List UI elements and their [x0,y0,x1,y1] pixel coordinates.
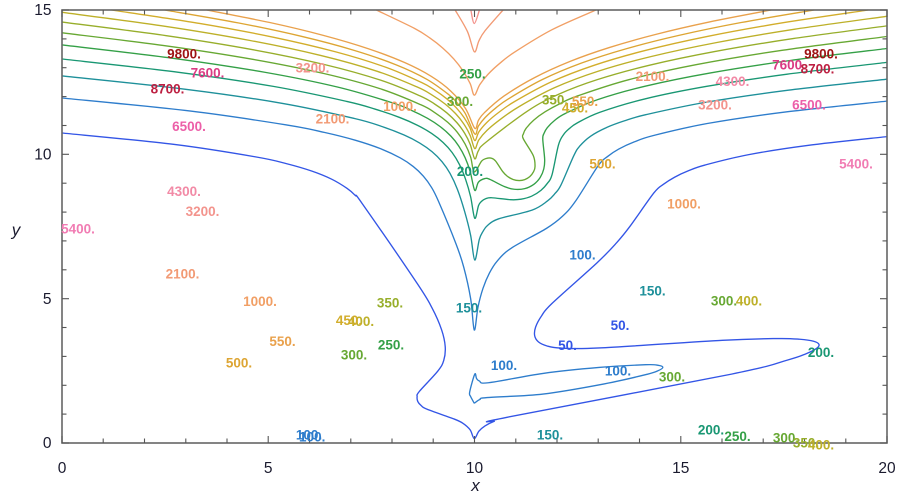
svg-text:3200.: 3200. [186,204,220,219]
svg-text:550.: 550. [269,334,295,349]
svg-text:3200.: 3200. [698,98,732,113]
svg-text:100.: 100. [299,430,325,445]
svg-text:0: 0 [43,435,52,452]
svg-text:500.: 500. [589,157,615,172]
svg-text:4300.: 4300. [167,184,201,199]
svg-text:300.: 300. [711,294,737,309]
svg-text:5: 5 [264,460,273,477]
svg-text:5400.: 5400. [839,157,873,172]
svg-text:10: 10 [466,460,484,477]
svg-text:300.: 300. [341,348,367,363]
svg-text:100.: 100. [605,364,631,379]
svg-text:50.: 50. [558,338,577,353]
svg-text:150.: 150. [456,301,482,316]
svg-text:15: 15 [34,2,51,19]
svg-text:7600.: 7600. [191,66,225,81]
svg-text:100.: 100. [491,358,517,373]
svg-text:250.: 250. [459,67,485,82]
svg-text:6500.: 6500. [172,119,206,134]
svg-text:250.: 250. [724,429,750,444]
svg-text:300.: 300. [659,370,685,385]
svg-text:15: 15 [672,460,689,477]
svg-text:500.: 500. [226,356,252,371]
svg-text:400.: 400. [736,294,762,309]
svg-text:250.: 250. [378,338,404,353]
svg-text:x: x [470,476,480,495]
svg-text:y: y [11,221,22,240]
svg-text:450.: 450. [336,313,362,328]
svg-text:150.: 150. [537,428,563,443]
svg-text:0: 0 [58,460,67,477]
svg-text:50.: 50. [611,318,630,333]
svg-text:400.: 400. [808,438,834,453]
svg-text:350.: 350. [377,296,403,311]
svg-text:8700.: 8700. [801,62,835,77]
svg-text:2100.: 2100. [166,267,200,282]
svg-text:2100.: 2100. [316,112,350,127]
svg-text:6500.: 6500. [792,98,826,113]
svg-text:150.: 150. [639,284,665,299]
svg-text:5: 5 [43,291,52,308]
svg-text:1000.: 1000. [243,294,277,309]
svg-text:9800.: 9800. [167,47,201,62]
svg-text:1000.: 1000. [383,99,417,114]
svg-text:550.: 550. [572,94,598,109]
svg-text:200.: 200. [808,345,834,360]
svg-text:200.: 200. [457,164,483,179]
svg-text:2100.: 2100. [636,69,670,84]
svg-text:8700.: 8700. [151,82,185,97]
svg-text:5400.: 5400. [61,222,95,237]
svg-text:100.: 100. [569,248,595,263]
svg-text:10: 10 [34,147,52,164]
svg-text:9800.: 9800. [804,47,838,62]
svg-text:1000.: 1000. [667,197,701,212]
svg-text:200.: 200. [698,423,724,438]
svg-text:3200.: 3200. [296,61,330,76]
svg-text:20: 20 [878,460,896,477]
svg-text:4300.: 4300. [716,74,750,89]
svg-text:300.: 300. [447,94,473,109]
